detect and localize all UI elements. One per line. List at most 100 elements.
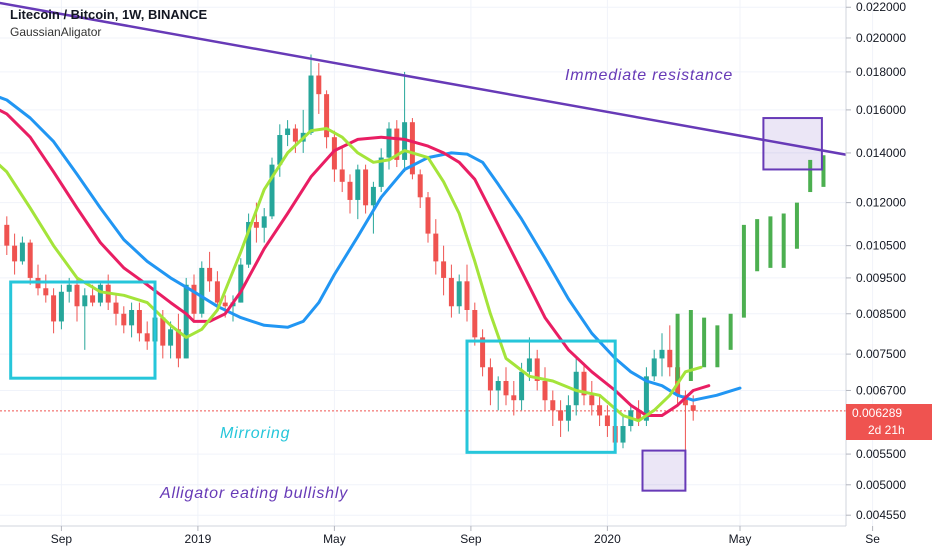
wick-box-fill	[642, 450, 686, 491]
y-tick-label: 0.022000	[856, 0, 906, 14]
candle-body	[402, 122, 408, 160]
candle-body	[573, 371, 579, 406]
candle-body	[27, 242, 33, 278]
y-tick-label: 0.008500	[856, 307, 906, 321]
annotation-box-outlines	[9, 117, 823, 492]
candle-body	[636, 410, 642, 421]
candle-body	[129, 309, 135, 326]
candle-body	[425, 197, 431, 234]
candle-body	[246, 221, 252, 265]
candle-body	[441, 261, 447, 278]
candle-body	[604, 415, 610, 427]
candle-body	[207, 267, 213, 282]
candle-body	[66, 284, 72, 292]
mirror-box-right	[465, 339, 617, 454]
candle-body	[409, 122, 415, 175]
candle-body	[542, 380, 548, 401]
candle-body	[511, 395, 517, 401]
candle-body	[597, 405, 603, 416]
annotation-mirroring: Mirroring	[220, 425, 290, 442]
price-tag-background	[846, 404, 932, 440]
y-tick-label: 0.007500	[856, 347, 906, 361]
candle-body	[565, 405, 571, 421]
y-tick-label: 0.004550	[856, 508, 906, 522]
annotation-boxes	[642, 118, 822, 491]
candle-body	[667, 349, 673, 368]
candle-body	[238, 264, 244, 303]
candle-body	[168, 329, 174, 346]
candle-body	[74, 284, 80, 307]
candle-body	[285, 128, 291, 136]
wick-box	[641, 449, 687, 492]
candle-body	[417, 174, 423, 198]
candle-body	[503, 380, 509, 396]
candle-body	[682, 395, 688, 406]
candle-body	[121, 313, 127, 326]
candle-body	[690, 405, 696, 411]
candle-body	[558, 410, 564, 421]
candle-body	[90, 295, 96, 303]
candle-body	[643, 376, 649, 421]
annotation-immediate-resistance: Immediate resistance	[565, 67, 733, 84]
x-tick-label: May	[729, 532, 752, 546]
candle-body	[394, 128, 400, 160]
y-tick-label: 0.005500	[856, 447, 906, 461]
price-tag-value: 0.006289	[852, 406, 902, 420]
y-tick-label: 0.010500	[856, 239, 906, 253]
candle-body	[214, 281, 220, 303]
indicator-name: GaussianAligator	[10, 25, 102, 39]
candle-body	[222, 302, 228, 307]
candle-body	[19, 242, 25, 262]
candle-body	[363, 169, 369, 206]
candle-body	[448, 277, 454, 307]
candle-body	[253, 221, 259, 228]
candle-body	[160, 317, 166, 346]
candle-body	[58, 291, 64, 322]
y-tick-label: 0.006700	[856, 383, 906, 397]
candle-body	[526, 358, 532, 372]
candle-body	[183, 284, 189, 359]
candle-body	[339, 169, 345, 182]
candle-body	[456, 281, 462, 307]
candle-body	[347, 181, 353, 200]
y-tick-label: 0.005000	[856, 478, 906, 492]
mirror-box-left	[9, 280, 157, 380]
candle-body	[651, 358, 657, 377]
candle-body	[550, 400, 556, 411]
x-tick-label: Se	[865, 532, 880, 546]
candle-body	[581, 371, 587, 396]
candle-body	[331, 137, 337, 170]
candle-body	[386, 128, 392, 158]
x-tick-label: 2020	[594, 532, 621, 546]
candle-body	[269, 164, 275, 217]
candle-body	[4, 224, 10, 246]
plot-area[interactable]: Immediate resistance Mirroring Alligator…	[0, 0, 888, 502]
candle-body	[97, 284, 103, 303]
alligator-line-blue	[0, 95, 742, 402]
y-tick-label: 0.014000	[856, 146, 906, 160]
x-tick-label: May	[323, 532, 346, 546]
candle-body	[113, 302, 119, 314]
candle-body	[659, 349, 665, 359]
candle-body	[324, 94, 330, 138]
candle-body	[534, 358, 540, 381]
candle-body	[464, 281, 470, 310]
candle-body	[316, 75, 322, 95]
candle-body	[355, 169, 361, 200]
projection-bars	[675, 155, 826, 381]
candle-body	[495, 380, 501, 391]
candle-body	[144, 333, 150, 342]
candle-body	[370, 186, 376, 206]
candle-body	[12, 245, 18, 262]
x-tick-label: 2019	[185, 532, 212, 546]
y-axis[interactable]: 0.022000 0.020000 0.018000 0.016000 0.014000…	[846, 0, 906, 522]
candle-body	[519, 371, 525, 401]
candle-body	[82, 295, 88, 307]
grid-lines	[0, 0, 874, 526]
candle-body	[378, 157, 384, 187]
annotation-alligator: Alligator eating bullishly	[159, 485, 348, 502]
resistance-trendline	[0, 1, 846, 156]
candle-body	[292, 128, 298, 142]
x-axis[interactable]: Sep 2019 May Sep 2020 May Se	[51, 526, 881, 546]
